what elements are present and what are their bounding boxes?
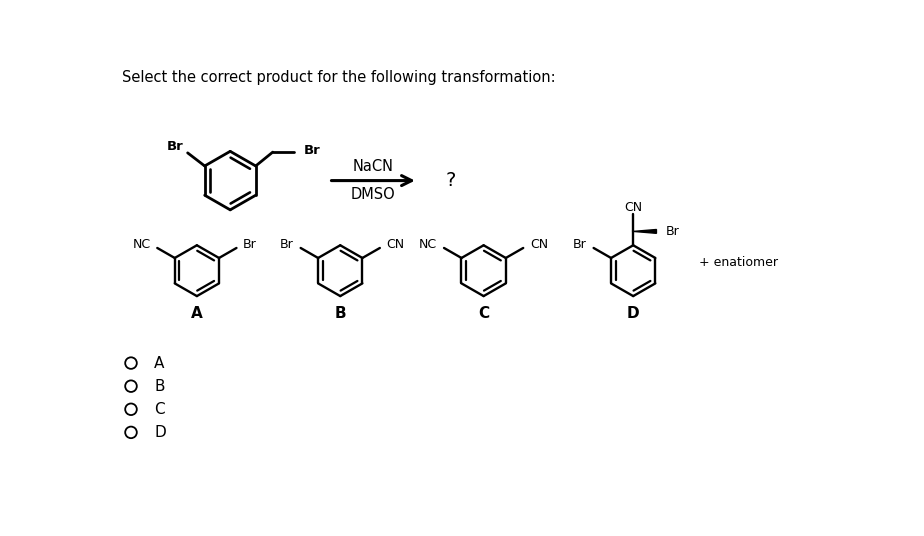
Text: CN: CN [386, 237, 405, 251]
Text: Select the correct product for the following transformation:: Select the correct product for the follo… [122, 70, 555, 85]
Text: CN: CN [530, 237, 548, 251]
Text: A: A [154, 355, 164, 370]
Text: NC: NC [419, 237, 437, 251]
Text: Br: Br [666, 225, 679, 238]
Text: D: D [154, 425, 166, 440]
Text: ?: ? [445, 171, 456, 190]
Text: Br: Br [167, 140, 184, 153]
Text: Br: Br [280, 237, 294, 251]
Text: Br: Br [243, 237, 257, 251]
Text: B: B [334, 306, 346, 321]
Text: Br: Br [304, 144, 321, 157]
Text: A: A [191, 306, 202, 321]
Text: NaCN: NaCN [353, 159, 394, 174]
Polygon shape [633, 229, 656, 233]
Text: Br: Br [573, 237, 587, 251]
Text: D: D [626, 306, 639, 321]
Text: NC: NC [132, 237, 151, 251]
Text: C: C [154, 402, 164, 417]
Text: B: B [154, 378, 164, 393]
Text: + enatiomer: + enatiomer [699, 257, 778, 270]
Text: DMSO: DMSO [351, 187, 395, 202]
Text: C: C [478, 306, 489, 321]
Text: CN: CN [624, 201, 642, 214]
